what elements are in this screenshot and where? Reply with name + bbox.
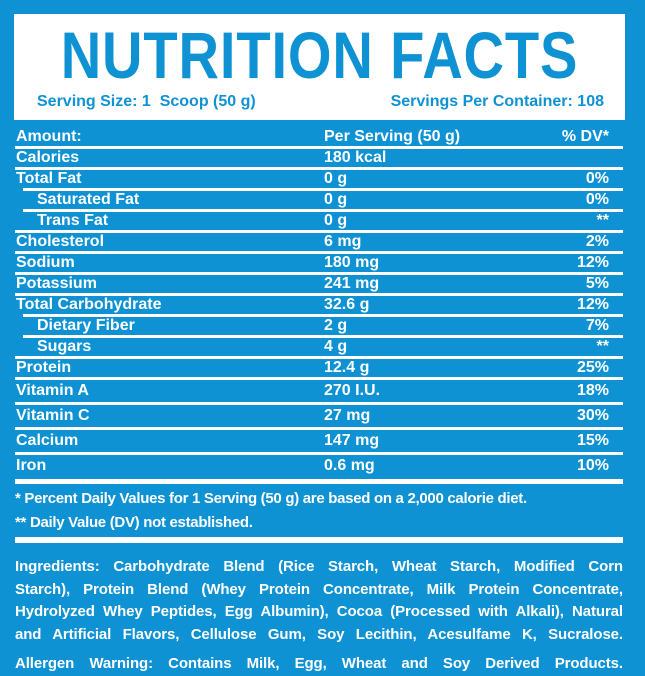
nutrient-dv: 12% [576,296,609,313]
table-row-protein: Protein 12.4 g 25% [15,359,623,377]
ingredients-text: Ingredients: Carbohydrate Blend (Rice St… [15,558,623,643]
column-header-per-serving: Per Serving (50 g) [324,128,461,145]
nutrient-dv: 25% [576,359,609,376]
table-row-cholesterol: Cholesterol 6 mg 2% [15,233,623,251]
allergen-warning-text: Allergen Warning: Contains Milk, Egg, Wh… [15,655,623,672]
nutrient-dv: 0% [585,191,609,208]
table-header-row: Amount: Per Serving (50 g) % DV* [15,128,623,146]
table-row-dietary-fiber: Dietary Fiber 2 g 7% [15,317,623,335]
nutrient-amount: 270 I.U. [324,382,381,399]
nutrient-amount: 0 g [324,212,348,229]
nutrient-dv: 18% [576,382,609,399]
separator-line-thick [15,479,623,484]
table-row-total-carbohydrate: Total Carbohydrate 32.6 g 12% [15,296,623,314]
table-row-potassium: Potassium 241 mg 5% [15,275,623,293]
separator-line [15,427,623,430]
nutrient-amount: 180 kcal [324,149,387,166]
serving-row: Serving Size: 1 Scoop (50 g) Servings Pe… [14,93,625,111]
nutrition-table: Amount: Per Serving (50 g) % DV* Calorie… [15,128,623,676]
nutrient-label: Protein [16,359,72,376]
separator-line [15,402,623,405]
separator-line [15,377,623,380]
separator-line [15,293,623,296]
footnote-daily-values: * Percent Daily Values for 1 Serving (50… [15,490,527,507]
nutrient-amount: 0.6 mg [324,457,375,474]
nutrient-label: Iron [16,457,47,474]
nutrient-label: Vitamin A [16,382,89,399]
column-header-amount: Amount: [16,128,82,145]
nutrient-amount: 0 g [324,170,348,187]
nutrient-amount: 12.4 g [324,359,370,376]
header-box: NUTRITION FACTS Serving Size: 1 Scoop (5… [14,14,625,120]
footnote-dv-not-established: ** Daily Value (DV) not established. [15,514,253,531]
nutrient-amount: 32.6 g [324,296,370,313]
nutrient-dv: 2% [585,233,609,250]
nutrient-dv: 5% [585,275,609,292]
separator-line [15,356,623,359]
separator-line [15,452,623,455]
nutrient-dv: 12% [576,254,609,271]
nutrient-amount: 27 mg [324,407,371,424]
nutrient-label: Sodium [16,254,75,271]
nutrient-label: Saturated Fat [37,191,140,208]
servings-per-container-text: Servings Per Container: 108 [390,93,604,110]
nutrient-label: Vitamin C [16,407,90,424]
table-row-saturated-fat: Saturated Fat 0 g 0% [15,191,623,209]
nutrient-dv: ** [596,338,609,355]
nutrient-dv: 30% [576,407,609,424]
nutrient-dv: 7% [585,317,609,334]
separator-line [15,251,623,254]
nutrient-amount: 0 g [324,191,348,208]
table-row-sodium: Sodium 180 mg 12% [15,254,623,272]
nutrient-label: Sugars [37,338,92,355]
nutrient-amount: 180 mg [324,254,380,271]
table-row-trans-fat: Trans Fat 0 g ** [15,212,623,230]
nutrient-amount: 6 mg [324,233,362,250]
separator-line [15,167,623,170]
nutrient-label: Total Fat [16,170,82,187]
nutrient-label: Trans Fat [37,212,109,229]
nutrient-label: Potassium [16,275,97,292]
table-row-vitamin-a: Vitamin A 270 I.U. 18% [15,380,623,402]
separator-line [15,272,623,275]
label-title: NUTRITION FACTS [60,18,579,92]
separator-line [15,230,623,233]
nutrient-label: Total Carbohydrate [16,296,162,313]
nutrient-amount: 241 mg [324,275,380,292]
table-row-calories: Calories 180 kcal [15,149,623,167]
nutrient-label: Cholesterol [16,233,105,250]
table-row-iron: Iron 0.6 mg 10% [15,455,623,477]
nutrient-label: Dietary Fiber [37,317,135,334]
column-header-dv: % DV* [561,128,609,145]
table-row-vitamin-c: Vitamin C 27 mg 30% [15,405,623,427]
nutrient-dv: 0% [585,170,609,187]
nutrient-dv: 15% [576,432,609,449]
separator-line-thick [15,537,623,543]
separator-line [23,314,623,317]
nutrient-amount: 147 mg [324,432,380,449]
nutrient-amount: 2 g [324,317,348,334]
table-row-total-fat: Total Fat 0 g 0% [15,170,623,188]
nutrient-dv: ** [596,212,609,229]
separator-line [15,146,623,149]
nutrient-label: Calcium [16,432,79,449]
table-row-calcium: Calcium 147 mg 15% [15,430,623,452]
table-row-sugars: Sugars 4 g ** [15,338,623,356]
nutrient-amount: 4 g [324,338,348,355]
separator-line [23,335,623,338]
separator-line [23,188,623,191]
separator-line [23,209,623,212]
nutrient-dv: 10% [576,457,609,474]
serving-size-text: Serving Size: 1 Scoop (50 g) [37,93,256,110]
nutrient-label: Calories [16,149,80,166]
